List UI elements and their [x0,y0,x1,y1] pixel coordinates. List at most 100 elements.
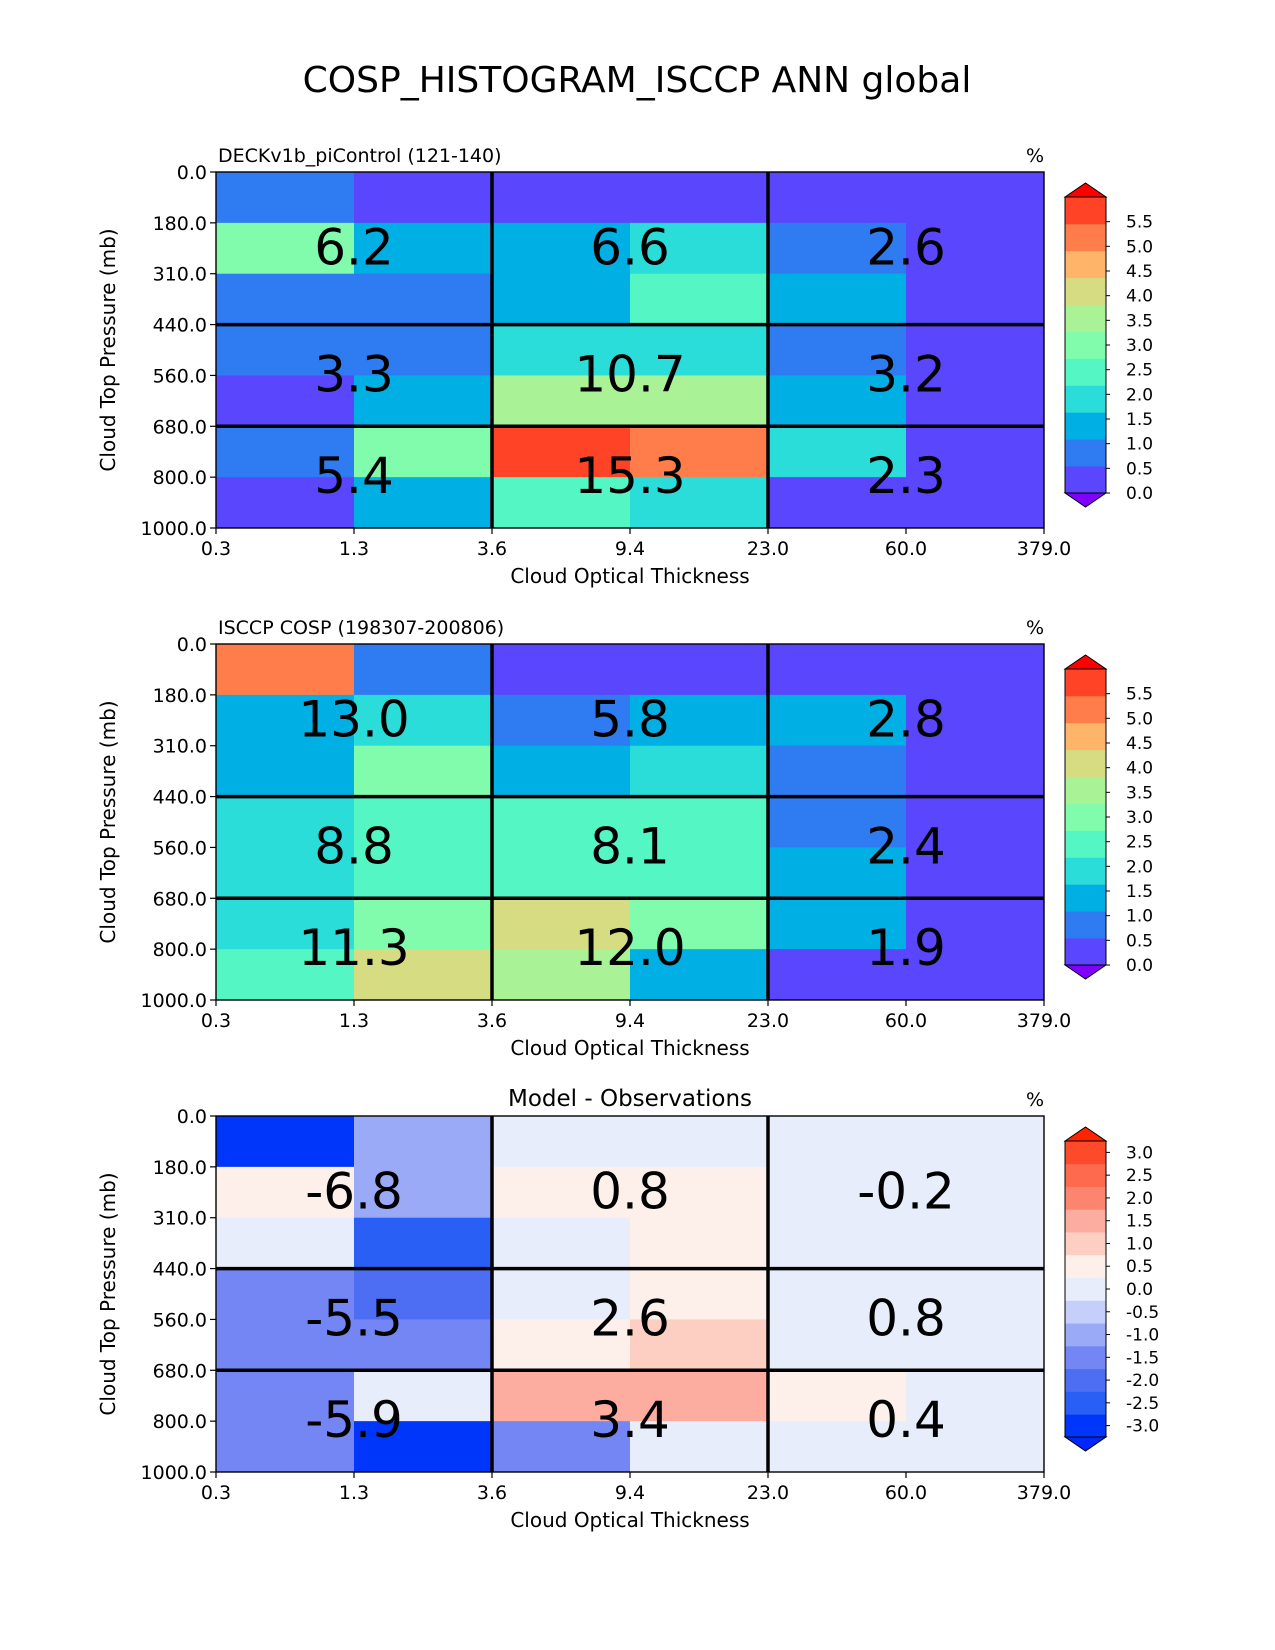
colorbar-swatch [1065,439,1106,467]
colorbar: 3.0 2.5 2.0 1.51.0 0.5 0.0 -0.5 -1.0-1.5 -2.0 -2.… [1063,1126,1159,1452]
heatmap-cell [216,273,355,326]
heatmap-cell [630,1370,769,1422]
heatmap-cell [906,426,1045,478]
heatmap-cell [768,1421,907,1473]
group-total-label: 11.3 [298,919,409,977]
y-tick-label: 1000.0 [141,1462,207,1484]
heatmap-cell [216,1166,355,1219]
heatmap-cell [768,1166,907,1219]
group-total-label: 6.2 [314,218,394,276]
heatmap-cell [630,796,769,848]
colorbar-extend-min [1063,492,1108,508]
colorbar-swatch [1065,749,1106,778]
y-tick-label: 180.0 [153,213,207,235]
heatmap-cell [216,1268,355,1320]
colorbar-tick-label: 5.5 [1126,685,1153,705]
heatmap-cell [768,644,907,696]
colorbar: 5.5 5.0 4.5 4.0 3.5 3.0 2.5 2.0 1.5 1.0 0.5 0.0 [1063,182,1153,508]
colorbar-tick-label: 0.0 [1126,484,1153,504]
heatmap-cell [630,745,769,798]
colorbar-swatch [1065,331,1106,359]
heatmap-cell [630,847,769,899]
x-tick-label: 0.3 [201,1010,231,1032]
group-total-label: -5.9 [305,1391,403,1449]
colorbar-swatch [1065,466,1106,494]
group-total-label: 2.6 [590,1289,670,1347]
group-total-label: 0.8 [866,1289,946,1347]
heatmap-cell [492,1217,631,1270]
colorbar-extend-max [1063,654,1108,670]
heatmap-cell [492,949,631,1001]
colorbar-extend-min [1063,964,1108,980]
heatmap-cell [768,426,907,478]
group-total-label: 2.3 [866,447,946,505]
x-tick-label: 23.0 [747,1482,789,1504]
heatmap-cell [492,1421,631,1473]
panel-difference: -6.8 0.8 -0.2 -5.5 2.6 0.8 -5.9 3.4 0.4 0.3 1.3 3.6… [96,1086,1159,1532]
colorbar-tick-label: -0.5 [1126,1303,1159,1323]
colorbar-swatch [1065,830,1106,858]
heatmap-cell [768,1370,907,1422]
colorbar-tick-label: 4.0 [1126,759,1153,779]
y-tick-label: 310.0 [153,1208,207,1230]
y-axis-label: Cloud Top Pressure (mb) [96,700,120,943]
colorbar-tick-label: 2.5 [1126,833,1153,853]
colorbar-swatch [1065,803,1106,831]
x-tick-label: 60.0 [885,1482,927,1504]
heatmap-cell [492,796,631,848]
y-tick-label: 310.0 [153,264,207,286]
colorbar-swatch [1065,412,1106,440]
heatmap-cell [492,273,631,326]
heatmap-cell [492,694,631,747]
units-label: % [1026,617,1044,639]
group-total-label: 8.8 [314,817,394,875]
colorbar-extend-max [1063,182,1108,198]
heatmap-cell [492,847,631,899]
heatmap-cell [906,222,1045,275]
y-tick-label: 680.0 [153,1360,207,1382]
heatmap-cell [216,796,355,848]
colorbar-tick-label: 1.0 [1126,1234,1153,1254]
panel-title: Model - Observations [508,1086,752,1112]
colorbar-extend-min [1063,1436,1108,1452]
heatmap-cell [906,375,1045,427]
heatmap-cell [630,324,769,376]
x-tick-label: 0.3 [201,538,231,560]
heatmap-cell [354,324,493,376]
group-total-label: 13.0 [298,690,409,748]
colorbar-tick-label: 2.5 [1126,361,1153,381]
group-total-label: -5.5 [305,1289,403,1347]
heatmap-cell [630,375,769,427]
heatmap-cell [906,796,1045,848]
group-total-label: 5.4 [314,447,394,505]
heatmap-cell [354,1319,493,1371]
y-tick-label: 180.0 [153,1157,207,1179]
group-total-label: 3.4 [590,1391,670,1449]
colorbar-tick-label: 2.0 [1126,1189,1153,1209]
heatmap-cell [906,324,1045,376]
colorbar-swatch [1065,385,1106,413]
colorbar-swatch [1065,1186,1106,1210]
colorbar-swatch [1065,1323,1106,1347]
heatmap-cell [354,1116,493,1168]
heatmap-cell [354,898,493,950]
x-tick-label: 60.0 [885,538,927,560]
heatmap-cell [630,1116,769,1168]
heatmap-cell [492,1166,631,1219]
colorbar-tick-label: 0.5 [1126,931,1153,951]
heatmap-cell [216,477,355,529]
x-axis-label: Cloud Optical Thickness [510,564,749,588]
colorbar-tick-label: 5.0 [1126,709,1153,729]
colorbar-swatch [1065,1277,1106,1301]
x-tick-label: 1.3 [339,538,369,560]
heatmap-cell [630,477,769,529]
heatmap-cell [630,644,769,696]
colorbar-tick-label: -2.5 [1126,1394,1159,1414]
heatmap-cell [906,847,1045,899]
heatmap-cell [216,1421,355,1473]
y-tick-label: 800.0 [153,939,207,961]
heatmap-cell [768,1116,907,1168]
heatmap-cell [630,694,769,747]
heatmap-cell [906,273,1045,326]
